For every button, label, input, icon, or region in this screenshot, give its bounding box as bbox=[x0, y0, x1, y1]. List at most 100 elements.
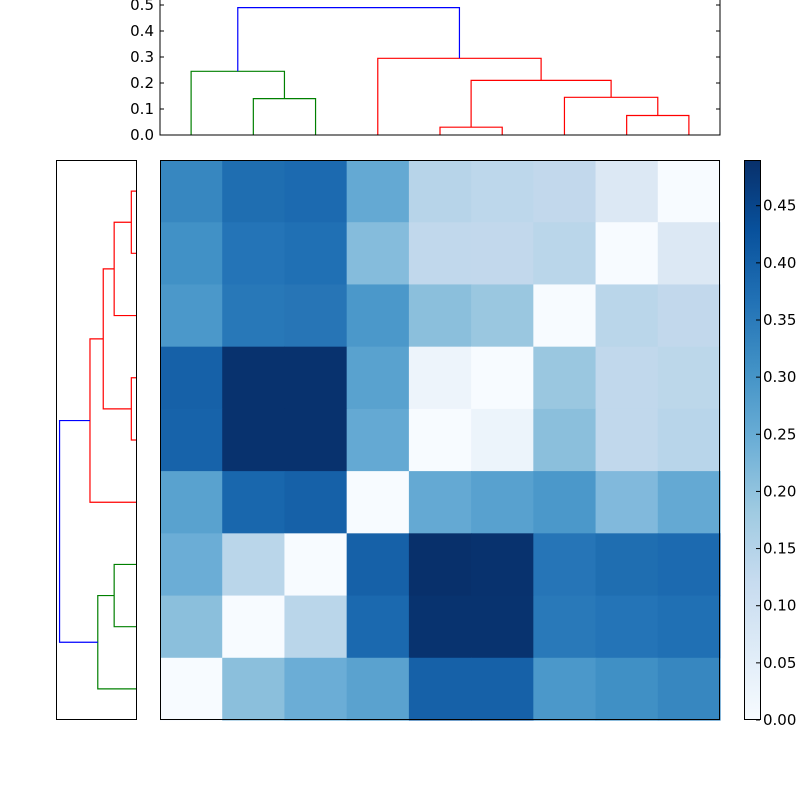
colorbar-tick-label: 0.30 bbox=[763, 368, 796, 386]
heatmap-cell bbox=[533, 160, 597, 223]
heatmap-cell bbox=[222, 346, 286, 410]
heatmap-cell bbox=[471, 595, 534, 659]
heatmap-cell bbox=[471, 222, 534, 286]
heatmap-cell bbox=[657, 595, 721, 659]
heatmap-cell bbox=[595, 408, 659, 472]
y-tick-label: 0.2 bbox=[130, 74, 154, 92]
colorbar-gradient bbox=[744, 160, 761, 720]
y-tick-label: 0.5 bbox=[130, 0, 154, 14]
heatmap-cell bbox=[222, 595, 286, 659]
heatmap-cell bbox=[222, 533, 286, 597]
heatmap-cell bbox=[533, 346, 597, 410]
dendrogram-link bbox=[130, 377, 136, 441]
heatmap-frame bbox=[160, 160, 720, 720]
heatmap-cell bbox=[533, 595, 597, 659]
heatmap-cell bbox=[222, 657, 286, 721]
heatmap-cell bbox=[595, 346, 659, 410]
heatmap-cell bbox=[222, 222, 286, 286]
dendrogram-link bbox=[102, 268, 132, 410]
heatmap-cell bbox=[471, 471, 534, 534]
dendrogram-link bbox=[113, 221, 136, 317]
heatmap-cell bbox=[284, 346, 348, 410]
y-tick-label: 0.0 bbox=[130, 126, 154, 144]
dendrogram-link bbox=[626, 114, 690, 135]
heatmap-cell bbox=[471, 533, 534, 597]
heatmap-cell bbox=[346, 346, 410, 410]
heatmap-cell bbox=[160, 222, 223, 286]
heatmap-cell bbox=[471, 160, 534, 223]
colorbar-tick-label: 0.05 bbox=[763, 654, 796, 672]
heatmap-cell bbox=[408, 533, 472, 597]
heatmap-cell bbox=[346, 408, 410, 472]
dendrogram-link bbox=[252, 98, 317, 135]
heatmap-cell bbox=[408, 471, 472, 534]
dendrogram-link bbox=[58, 419, 98, 643]
colorbar-tick-label: 0.10 bbox=[763, 597, 796, 615]
heatmap-cell bbox=[657, 222, 721, 286]
heatmap-cell bbox=[408, 160, 472, 223]
heatmap bbox=[160, 160, 721, 721]
heatmap-cell bbox=[160, 408, 223, 472]
dendrogram-link bbox=[89, 338, 136, 503]
heatmap-cell bbox=[657, 471, 721, 534]
dendrogram-link bbox=[190, 70, 286, 135]
dendrogram-link bbox=[377, 57, 542, 135]
left-dendrogram bbox=[56, 160, 137, 720]
y-tick-label: 0.4 bbox=[130, 22, 154, 40]
top-dendrogram-y-axis: 0.0 0.1 0.2 0.3 0.4 0.5 bbox=[130, 0, 720, 144]
heatmap-cell bbox=[471, 284, 534, 348]
heatmap-cell bbox=[346, 595, 410, 659]
dendrogram-link bbox=[113, 563, 136, 628]
heatmap-cell bbox=[595, 284, 659, 348]
dendrogram-link bbox=[563, 96, 659, 135]
heatmap-cell bbox=[595, 160, 659, 223]
heatmap-cell bbox=[408, 284, 472, 348]
heatmap-cell bbox=[284, 595, 348, 659]
heatmap-cell bbox=[657, 408, 721, 472]
heatmap-cell bbox=[222, 471, 286, 534]
colorbar-ticks: 0.00 0.05 0.10 0.15 0.20 0.25 0.30 0.35 0.40 0.45 bbox=[756, 197, 796, 729]
heatmap-cell bbox=[346, 657, 410, 721]
heatmap-cell bbox=[160, 657, 223, 721]
heatmap-cell bbox=[284, 222, 348, 286]
colorbar-tick-label: 0.20 bbox=[763, 482, 796, 500]
heatmap-cell bbox=[471, 657, 534, 721]
dendrogram-link bbox=[237, 7, 461, 72]
heatmap-cell bbox=[222, 284, 286, 348]
heatmap-cell bbox=[284, 160, 348, 223]
dendrogram-link bbox=[470, 79, 612, 128]
heatmap-cell bbox=[284, 657, 348, 721]
heatmap-cell bbox=[284, 284, 348, 348]
heatmap-cell bbox=[408, 408, 472, 472]
heatmap-cell bbox=[346, 222, 410, 286]
left-dendrogram-links bbox=[58, 190, 136, 690]
heatmap-cell bbox=[533, 471, 597, 534]
heatmap-cell bbox=[595, 471, 659, 534]
heatmap-cell bbox=[657, 284, 721, 348]
heatmap-cell bbox=[160, 595, 223, 659]
heatmap-cell bbox=[595, 533, 659, 597]
heatmap-cell bbox=[160, 533, 223, 597]
left-dendrogram-frame bbox=[56, 160, 137, 720]
heatmap-cell bbox=[533, 657, 597, 721]
top-dendrogram-links bbox=[190, 7, 690, 135]
heatmap-cell bbox=[595, 595, 659, 659]
colorbar-tick-label: 0.00 bbox=[763, 711, 796, 729]
top-dendrogram: 0.0 0.1 0.2 0.3 0.4 0.5 bbox=[130, 0, 721, 144]
heatmap-cell bbox=[346, 284, 410, 348]
colorbar-tick-label: 0.45 bbox=[763, 197, 796, 215]
heatmap-cell bbox=[471, 346, 534, 410]
heatmap-cell bbox=[284, 533, 348, 597]
heatmap-cell bbox=[595, 657, 659, 721]
colorbar-tick-label: 0.40 bbox=[763, 254, 796, 272]
dendrogram-link bbox=[130, 190, 136, 254]
heatmap-cell bbox=[284, 408, 348, 472]
colorbar-tick-label: 0.35 bbox=[763, 311, 796, 329]
heatmap-cell bbox=[533, 533, 597, 597]
dendrogram-link bbox=[439, 126, 503, 135]
heatmap-cell bbox=[408, 595, 472, 659]
y-tick-label: 0.1 bbox=[130, 100, 154, 118]
heatmap-cell bbox=[471, 408, 534, 472]
heatmap-cell bbox=[346, 160, 410, 223]
